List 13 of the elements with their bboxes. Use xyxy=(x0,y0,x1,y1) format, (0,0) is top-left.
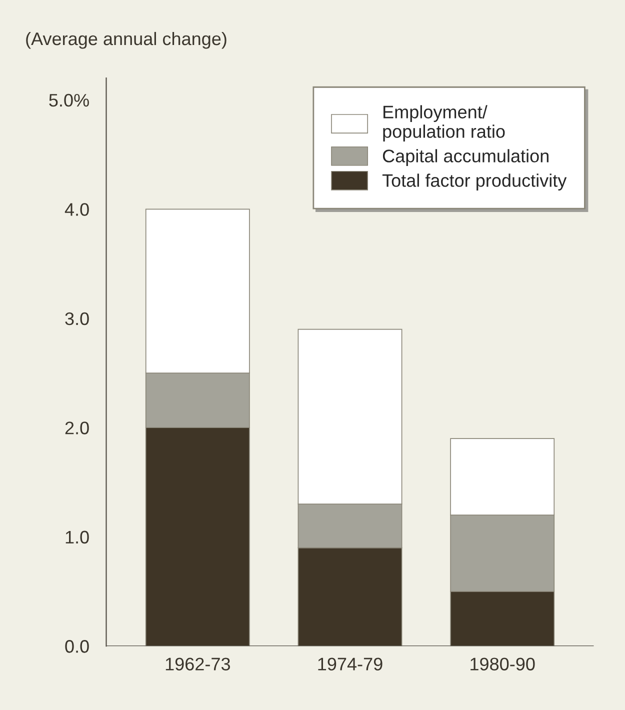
y-tick-label: 2.0 xyxy=(65,422,89,434)
x-tick-label: 1962-73 xyxy=(166,658,230,670)
legend-label: Capital accumulation xyxy=(382,149,548,166)
y-tick-label: 3.0 xyxy=(65,312,89,326)
y-tick-label: 4.0 xyxy=(64,203,89,216)
legend-label: Total factor productivity xyxy=(382,174,567,190)
y-tick-label: 1.0 xyxy=(66,530,89,544)
y-tick-label: 0.0 xyxy=(65,640,89,653)
x-tick-label: 1980-90 xyxy=(470,658,535,670)
x-tick-label: 1974-79 xyxy=(318,658,382,670)
y-axis-title: (Average annual change) xyxy=(26,32,226,49)
y-tick-label: 5.0% xyxy=(49,94,89,107)
legend-label: Employment/ population ratio xyxy=(383,105,505,142)
